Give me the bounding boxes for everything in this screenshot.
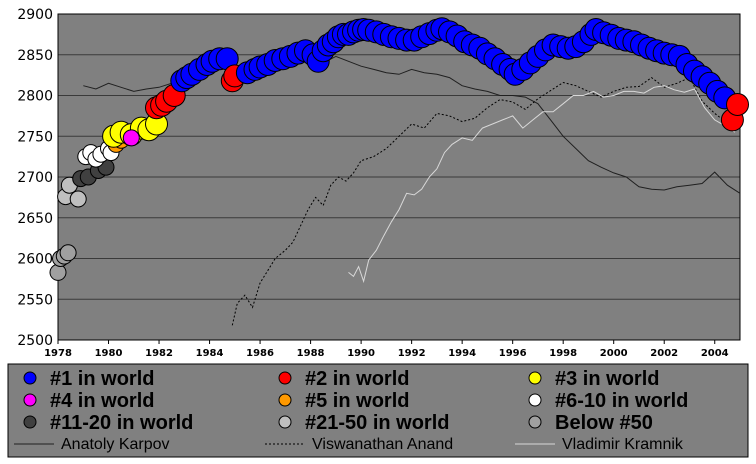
legend-label: #2 in world xyxy=(305,368,409,390)
x-axis-ticks: 1978 1980 1982 1984 1986 1988 1990 1992 1994 1996… xyxy=(44,340,729,359)
legend-marker xyxy=(23,415,37,429)
series-line-vladimir-kramnik xyxy=(348,85,736,284)
x-tick-label: 2004 xyxy=(701,348,729,359)
legend-marker xyxy=(278,393,292,407)
legend-marker xyxy=(528,393,542,407)
legend-marker xyxy=(23,393,37,407)
legend-label: #11-20 in world xyxy=(50,412,193,434)
y-tick-label: 2600 xyxy=(17,252,53,268)
legend-label: #6-10 in world xyxy=(555,390,688,412)
legend-label: #21-50 in world xyxy=(305,412,450,434)
x-tick-label: 1984 xyxy=(196,348,224,359)
rank-point-rank2 xyxy=(726,93,749,116)
legend-marker xyxy=(23,371,37,385)
rank-point-below50 xyxy=(49,263,67,281)
legend-line-label: Anatoly Karpov xyxy=(61,436,170,453)
y-tick-label: 2800 xyxy=(17,89,53,105)
x-tick-label: 1994 xyxy=(448,348,476,359)
x-tick-label: 1998 xyxy=(549,348,577,359)
legend-marker xyxy=(278,415,292,429)
legend-box xyxy=(7,363,749,458)
series-line-viswanathan-anand xyxy=(231,76,741,326)
legend-label: #5 in world xyxy=(305,390,409,412)
x-tick-label: 1990 xyxy=(347,348,375,359)
legend: #1 in world #2 in world #3 in world #4 in w… xyxy=(14,368,688,453)
legend-marker xyxy=(528,415,542,429)
y-tick-label: 2650 xyxy=(17,211,53,227)
legend-label: #3 in world xyxy=(555,368,659,390)
x-tick-label: 2002 xyxy=(650,348,678,359)
x-tick-label: 1978 xyxy=(44,348,72,359)
legend-label: #1 in world xyxy=(50,368,154,390)
x-tick-label: 1992 xyxy=(398,348,426,359)
x-tick-label: 2000 xyxy=(600,348,628,359)
legend-marker xyxy=(528,371,542,385)
x-tick-label: 1986 xyxy=(246,348,274,359)
rank-point-rank21_50 xyxy=(69,190,87,208)
y-tick-label: 2550 xyxy=(17,292,53,308)
legend-line-label: Viswanathan Anand xyxy=(312,436,453,453)
legend-label: Below #50 xyxy=(555,412,653,434)
y-tick-label: 2500 xyxy=(17,333,53,349)
x-tick-label: 1980 xyxy=(95,348,123,359)
y-tick-label: 2850 xyxy=(17,48,53,64)
legend-marker xyxy=(278,371,292,385)
y-tick-label: 2700 xyxy=(17,170,53,186)
x-tick-label: 1996 xyxy=(499,348,527,359)
y-axis-ticks: 2500 2550 2600 2650 2700 2750 2800 2850 2900 xyxy=(17,7,53,349)
y-tick-label: 2750 xyxy=(17,129,53,145)
rank-point-rank4 xyxy=(122,129,140,147)
legend-line-label: Vladimir Kramnik xyxy=(562,436,684,453)
rank-point-below50 xyxy=(59,244,77,262)
x-tick-label: 1982 xyxy=(145,348,173,359)
rank-points xyxy=(49,17,749,281)
legend-label: #4 in world xyxy=(50,390,154,412)
x-tick-label: 1988 xyxy=(297,348,325,359)
y-tick-label: 2900 xyxy=(17,7,53,23)
